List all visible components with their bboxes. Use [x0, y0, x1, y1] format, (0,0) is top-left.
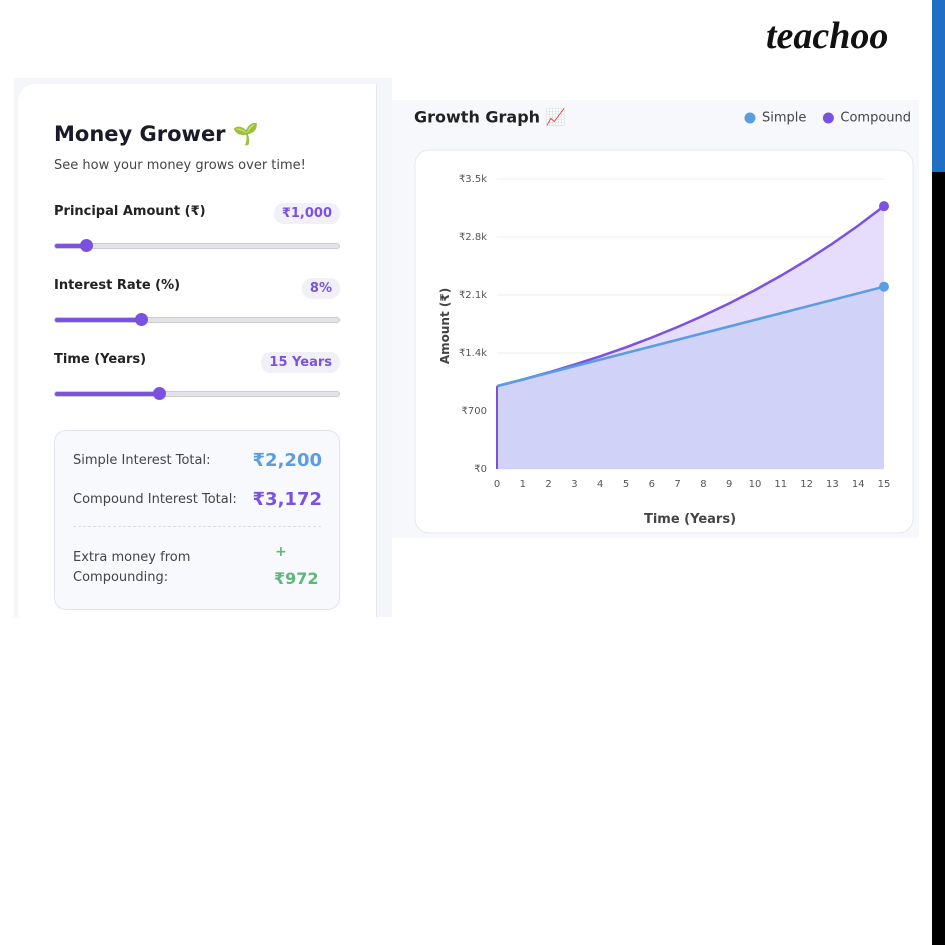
x-axis-label: Time (Years): [644, 512, 736, 527]
slider[interactable]: [54, 313, 340, 326]
control-label: Principal Amount (₹): [54, 204, 206, 219]
side-bar: [932, 172, 945, 945]
slider[interactable]: [54, 239, 340, 252]
control-value: 8%: [301, 278, 340, 299]
y-tick-label: ₹1.4k: [459, 348, 487, 359]
x-tick-label: 15: [878, 479, 891, 490]
x-tick-label: 8: [700, 479, 706, 490]
chart-title: Growth Graph 📈: [414, 108, 566, 127]
legend-label: Simple: [762, 111, 806, 126]
x-tick-label: 1: [520, 479, 526, 490]
x-tick-label: 11: [774, 479, 787, 490]
line: [496, 285, 885, 388]
panel-title: Money Grower 🌱: [54, 122, 259, 146]
x-tick-label: 13: [826, 479, 839, 490]
summary-box: [54, 430, 340, 610]
x-tick-label: 5: [623, 479, 629, 490]
summary-label: Simple Interest Total:: [73, 453, 211, 468]
x-tick-label: 9: [726, 479, 732, 490]
y-tick-label: ₹3.5k: [459, 174, 487, 185]
summary-label: Extra money from Compounding:: [73, 550, 191, 585]
area: [497, 286, 884, 469]
panel-subtitle: See how your money grows over time!: [54, 158, 306, 173]
control-value: ₹1,000: [273, 203, 340, 224]
summary-label: Compound Interest Total:: [73, 492, 237, 507]
x-tick-label: 7: [674, 479, 680, 490]
side-bar: [932, 0, 945, 172]
brand: teachoo: [766, 15, 889, 57]
summary-sign: +: [275, 544, 287, 560]
end-point: [879, 281, 889, 292]
legend-label: Compound: [840, 111, 911, 126]
summary-value: ₹972: [274, 569, 319, 588]
legend-marker: [822, 112, 834, 124]
chart: Growth Graph 📈 Amount (₹) Time (Years) ₹…: [392, 100, 919, 538]
y-tick-label: ₹2.1k: [459, 290, 487, 301]
x-tick-label: 2: [545, 479, 551, 490]
x-tick-label: 0: [494, 479, 500, 490]
control-label: Interest Rate (%): [54, 278, 181, 293]
slider[interactable]: [54, 387, 340, 400]
legend-marker: [744, 112, 756, 124]
x-tick-label: 10: [749, 479, 762, 490]
divider: [73, 526, 321, 527]
summary-value: ₹2,200: [252, 450, 322, 471]
x-tick-label: 3: [571, 479, 577, 490]
control-label: Time (Years): [54, 352, 147, 367]
y-tick-label: ₹700: [462, 406, 487, 417]
y-tick-label: ₹0: [474, 464, 487, 475]
y-tick-label: ₹2.8k: [459, 232, 487, 243]
x-tick-label: 14: [852, 479, 865, 490]
x-tick-label: 6: [649, 479, 655, 490]
summary-value: ₹3,172: [252, 489, 322, 510]
x-tick-label: 12: [800, 479, 813, 490]
x-tick-label: 4: [597, 479, 603, 490]
end-point: [879, 201, 889, 212]
y-axis-label: Amount (₹): [438, 288, 452, 364]
control-value: 15 Years: [261, 352, 340, 373]
